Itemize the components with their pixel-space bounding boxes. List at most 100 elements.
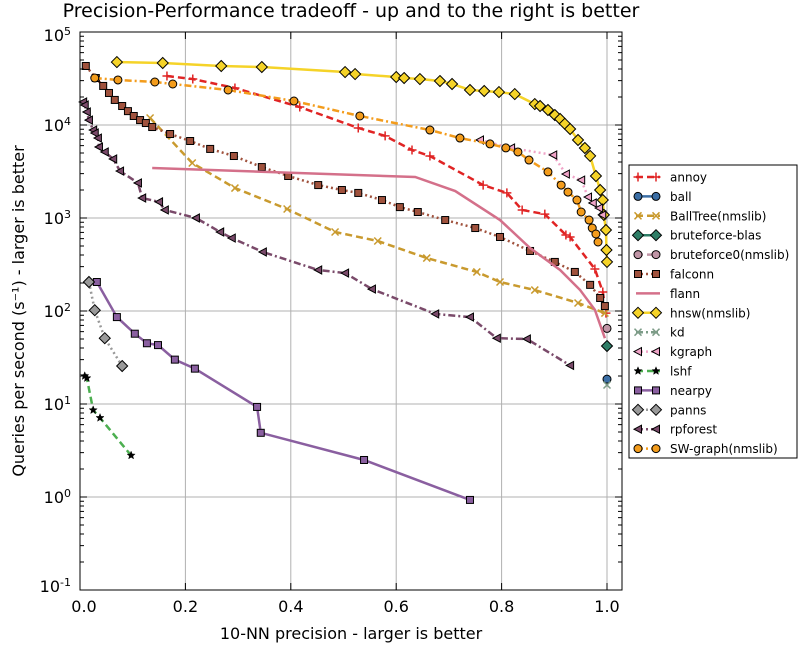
data-point-falconn: [441, 216, 450, 225]
legend-item-bruteforce-blas: bruteforce-blas: [631, 228, 761, 243]
series-panns: [82, 275, 129, 373]
data-point-nearpy: [253, 402, 262, 411]
legend: annoy ball BallTree(nmslib) bruteforce-blas…: [628, 164, 798, 459]
data-point-sw-graph-nmslib: [556, 180, 566, 190]
data-point-falconn: [570, 267, 579, 276]
legend-label: panns: [670, 403, 706, 417]
data-point-annoy: [502, 188, 512, 198]
data-point-lshf: [95, 412, 105, 422]
legend-marker: [633, 172, 643, 182]
data-point-kd: [602, 380, 612, 390]
legend-marker: [632, 346, 642, 357]
legend-marker: [652, 270, 660, 278]
legend-marker: [633, 211, 643, 220]
data-point-hnsw-nmslib: [578, 141, 592, 155]
data-point-hnsw-nmslib: [255, 60, 269, 74]
legend-label: ball: [670, 190, 692, 204]
data-point-rpforest: [340, 268, 350, 278]
data-point-falconn: [99, 81, 108, 90]
series-line-sw-graph-nmslib: [94, 76, 600, 243]
series-layer: [78, 55, 614, 504]
legend-item-balltree-nmslib: BallTree(nmslib): [633, 209, 766, 223]
series-ball: [602, 374, 612, 384]
data-point-falconn: [229, 152, 238, 161]
data-point-annoy: [425, 151, 435, 161]
ticks: 0.0 0.2 0.4 0.6 0.8 1.0 10-1 100 101 102 103 104 105: [40, 25, 622, 616]
data-point-annoy: [565, 232, 575, 242]
x-tick-label: 0.0: [71, 597, 96, 616]
data-point-falconn: [395, 203, 404, 212]
data-point-hnsw-nmslib: [156, 56, 169, 70]
legend-marker: [650, 346, 660, 357]
data-point-annoy: [353, 123, 363, 133]
data-point-lshf: [126, 450, 136, 460]
data-point-falconn: [377, 196, 386, 205]
data-point-falconn: [110, 95, 119, 104]
data-point-hnsw-nmslib: [463, 83, 477, 97]
series-line-flann: [152, 166, 607, 339]
data-point-balltree-nmslib: [530, 286, 539, 295]
data-point-kgraph: [597, 210, 607, 220]
legend-label: rpforest: [670, 423, 717, 437]
data-point-annoy: [380, 131, 390, 141]
legend-item-falconn: falconn: [634, 268, 714, 282]
data-point-kgraph: [594, 203, 604, 213]
data-point-rpforest: [153, 197, 164, 207]
legend-marker: [651, 366, 661, 375]
data-point-nearpy: [170, 355, 179, 364]
data-point-annoy: [478, 180, 488, 190]
x-tick-label: 0.8: [489, 597, 514, 616]
legend-label: flann: [670, 287, 700, 301]
data-point-falconn: [596, 293, 605, 302]
data-point-balltree-nmslib: [472, 267, 481, 276]
data-point-rpforest: [464, 312, 474, 322]
y-tick-label: 105: [44, 25, 71, 45]
series-balltree-nmslib: [146, 113, 609, 318]
legend-marker: [651, 444, 661, 454]
legend-item-ball: ball: [633, 190, 692, 204]
data-point-rpforest: [313, 265, 323, 275]
data-point-rpforest: [93, 142, 103, 152]
data-point-falconn: [413, 208, 422, 217]
series-flann: [152, 166, 607, 339]
legend-label: bruteforce0(nmslib): [670, 248, 789, 262]
legend-label: bruteforce-blas: [670, 229, 761, 243]
legend-label: kgraph: [670, 345, 712, 359]
legend-item-kgraph: kgraph: [632, 345, 712, 359]
legend-marker: [633, 328, 643, 337]
data-point-falconn: [206, 144, 215, 153]
data-point-kgraph: [560, 169, 570, 179]
legend-marker: [649, 228, 663, 242]
series-line-panns: [87, 281, 124, 367]
data-point-sw-graph-nmslib: [543, 167, 553, 177]
series-line-balltree-nmslib: [149, 117, 606, 315]
legend-item-flann: flann: [636, 287, 700, 301]
data-point-hnsw-nmslib: [600, 243, 613, 257]
legend-item-kd: kd: [633, 326, 685, 340]
data-point-hnsw-nmslib: [533, 99, 547, 113]
series-hnsw-nmslib: [110, 55, 614, 269]
legend-marker: [631, 228, 645, 242]
legend-marker: [652, 386, 660, 395]
data-point-rpforest: [108, 154, 118, 164]
data-point-annoy: [188, 74, 198, 84]
data-point-rpforest: [137, 193, 147, 203]
data-point-hnsw-nmslib: [338, 65, 352, 79]
legend-label: lshf: [670, 365, 692, 379]
legend-item-panns: panns: [631, 403, 706, 417]
data-point-nearpy: [190, 364, 199, 373]
data-point-falconn: [354, 188, 363, 197]
legend-marker: [634, 386, 642, 395]
data-point-annoy: [561, 230, 571, 240]
data-point-hnsw-nmslib: [110, 55, 124, 69]
data-point-hnsw-nmslib: [478, 84, 491, 98]
data-point-hnsw-nmslib: [599, 223, 613, 237]
data-point-kgraph: [576, 175, 586, 185]
data-point-rpforest: [430, 309, 440, 319]
data-point-balltree-nmslib: [600, 309, 609, 318]
legend-marker: [651, 172, 661, 182]
data-point-sw-graph-nmslib: [485, 139, 495, 149]
data-point-lshf: [82, 373, 92, 383]
data-point-balltree-nmslib: [495, 277, 505, 287]
